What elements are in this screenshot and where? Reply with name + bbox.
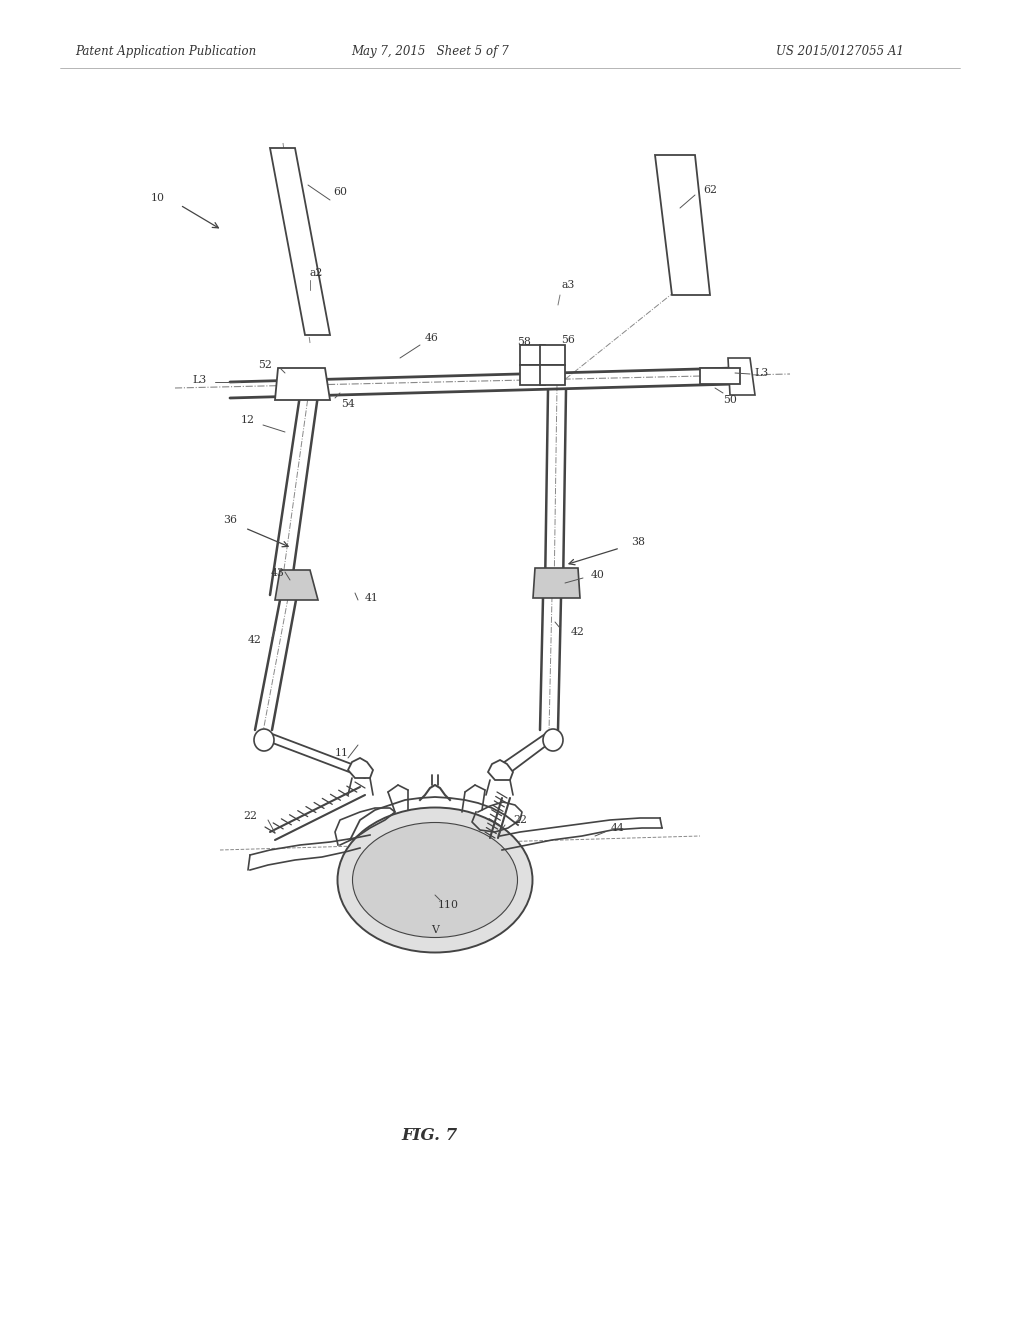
Polygon shape bbox=[539, 366, 565, 385]
Text: FIG. 7: FIG. 7 bbox=[401, 1126, 458, 1143]
Text: May 7, 2015   Sheet 5 of 7: May 7, 2015 Sheet 5 of 7 bbox=[351, 45, 508, 58]
Text: 38: 38 bbox=[631, 537, 644, 546]
Text: 56: 56 bbox=[560, 335, 575, 345]
Ellipse shape bbox=[254, 729, 274, 751]
Text: 40: 40 bbox=[590, 570, 604, 579]
Text: 36: 36 bbox=[223, 515, 236, 525]
Text: L3: L3 bbox=[754, 368, 768, 378]
Polygon shape bbox=[520, 366, 544, 385]
Text: 54: 54 bbox=[340, 399, 355, 409]
Polygon shape bbox=[275, 368, 330, 400]
Text: 22: 22 bbox=[513, 814, 527, 825]
Text: Patent Application Publication: Patent Application Publication bbox=[75, 45, 256, 58]
Polygon shape bbox=[699, 368, 739, 384]
Text: 62: 62 bbox=[702, 185, 716, 195]
Polygon shape bbox=[520, 345, 544, 366]
Text: V: V bbox=[431, 925, 438, 935]
Text: 41: 41 bbox=[365, 593, 379, 603]
Text: 44: 44 bbox=[610, 822, 625, 833]
Text: L3: L3 bbox=[193, 375, 207, 385]
Ellipse shape bbox=[542, 729, 562, 751]
Polygon shape bbox=[275, 570, 318, 601]
Text: a3: a3 bbox=[560, 280, 574, 290]
Text: US 2015/0127055 A1: US 2015/0127055 A1 bbox=[775, 45, 903, 58]
Polygon shape bbox=[487, 760, 513, 780]
Polygon shape bbox=[533, 568, 580, 598]
Text: 22: 22 bbox=[243, 810, 257, 821]
Text: 50: 50 bbox=[722, 395, 736, 405]
Text: 60: 60 bbox=[332, 187, 346, 197]
Text: 10: 10 bbox=[151, 193, 165, 203]
Text: 11: 11 bbox=[334, 748, 348, 758]
Text: 42: 42 bbox=[248, 635, 262, 645]
Text: 58: 58 bbox=[517, 337, 531, 347]
Ellipse shape bbox=[337, 808, 532, 953]
Polygon shape bbox=[270, 148, 330, 335]
Text: 46: 46 bbox=[425, 333, 438, 343]
Polygon shape bbox=[728, 358, 754, 395]
Polygon shape bbox=[539, 345, 565, 366]
Text: 52: 52 bbox=[258, 360, 272, 370]
Text: 42: 42 bbox=[571, 627, 584, 638]
Text: a2: a2 bbox=[309, 268, 322, 279]
Polygon shape bbox=[654, 154, 709, 294]
Text: 43: 43 bbox=[271, 568, 284, 578]
Text: 12: 12 bbox=[240, 414, 255, 425]
Ellipse shape bbox=[353, 822, 517, 937]
Text: 110: 110 bbox=[437, 900, 459, 909]
Polygon shape bbox=[347, 758, 373, 777]
